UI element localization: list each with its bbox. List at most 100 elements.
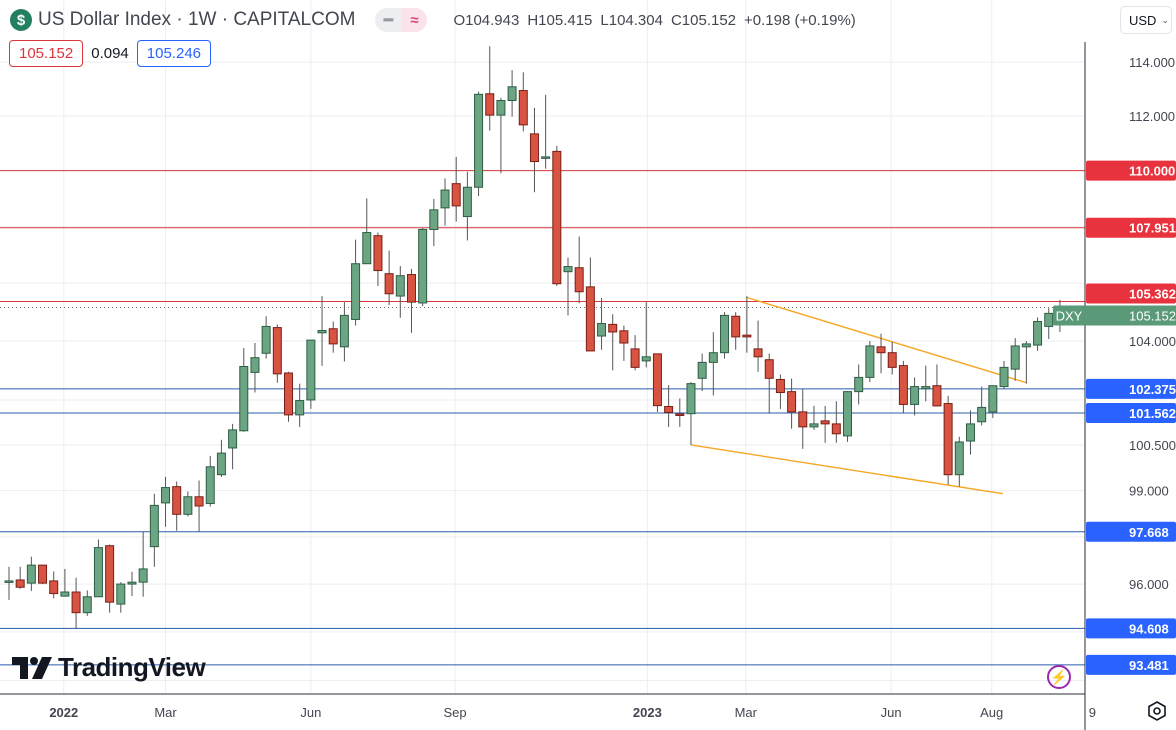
candle-up <box>429 209 439 230</box>
candle-up <box>82 596 92 614</box>
level-price-label: 105.362 <box>1129 286 1176 301</box>
price-tick-label: 96.000 <box>1129 577 1169 592</box>
currency-label: USD <box>1129 12 1157 28</box>
candle-down <box>753 348 763 358</box>
candle-down <box>619 330 629 344</box>
candle-up <box>93 547 103 598</box>
level-price-tag <box>1086 403 1176 424</box>
candle-down <box>272 327 282 375</box>
candle-up <box>418 228 428 304</box>
candle-down <box>518 90 528 126</box>
candle-up <box>507 86 517 102</box>
level-price-tag <box>1086 378 1176 399</box>
candle-up <box>239 365 249 432</box>
last-price-label: 105.152 <box>1129 308 1176 323</box>
hide-indicator-icon[interactable]: ━ <box>375 8 402 32</box>
level-price-tag <box>1086 618 1176 639</box>
trendline <box>746 296 1027 384</box>
candle-down <box>831 423 841 435</box>
candle-up <box>697 361 707 379</box>
candle-up <box>149 504 159 548</box>
level-price-tag <box>1086 217 1176 238</box>
open-value: O104.943 <box>453 11 520 29</box>
settings-icon[interactable] <box>1146 700 1168 722</box>
lightning-icon[interactable]: ⚡ <box>1047 665 1071 689</box>
candle-down <box>15 579 25 588</box>
candle-up <box>339 314 349 348</box>
level-price-tag <box>1086 521 1176 542</box>
candle-up <box>116 583 126 605</box>
candle-up <box>977 406 987 423</box>
candle-up <box>228 429 238 449</box>
candle-down <box>764 359 774 379</box>
candle-up <box>988 385 998 413</box>
candle-up <box>183 496 193 515</box>
time-tick-label: Jun <box>300 705 321 720</box>
low-value: L104.304 <box>600 11 663 29</box>
candle-down <box>384 273 394 295</box>
high-value: H105.415 <box>527 11 593 29</box>
candle-down <box>742 334 752 338</box>
buy-button[interactable]: 105.246 <box>136 40 212 67</box>
candle-up <box>809 423 819 428</box>
candle-down <box>798 411 808 428</box>
trendline <box>690 444 1004 495</box>
candle-down <box>608 323 618 333</box>
currency-button[interactable]: USD ⌄ <box>1120 6 1172 34</box>
time-tick-label: Aug <box>980 705 1003 720</box>
candle-up <box>127 581 137 585</box>
candle-up <box>306 339 316 401</box>
candle-up <box>496 100 506 116</box>
candle-down <box>731 315 741 338</box>
ticker-tag <box>1053 305 1085 326</box>
close-value: C105.152 <box>670 11 737 29</box>
spread-value: 0.094 <box>91 45 129 62</box>
candle-up <box>161 487 171 504</box>
legend-toggle-group: ━ ≈ <box>375 8 428 32</box>
candle-down <box>485 93 495 116</box>
tradingview-logo-icon <box>12 656 52 679</box>
candle-up <box>395 275 405 297</box>
candle-down <box>406 274 416 303</box>
tradingview-logo[interactable]: TradingView <box>12 652 206 683</box>
level-price-label: 107.951 <box>1129 221 1176 236</box>
candle-down <box>652 353 662 407</box>
level-price-label: 102.375 <box>1129 382 1176 397</box>
candle-up <box>216 452 226 476</box>
candle-down <box>932 385 942 407</box>
candle-up <box>910 386 920 405</box>
ohlc-values: O104.943 H105.415 L104.304 C105.152 +0.1… <box>453 12 855 29</box>
candle-up <box>1010 345 1020 370</box>
price-tick-label: 99.000 <box>1129 484 1169 499</box>
candle-down <box>630 348 640 368</box>
sell-button[interactable]: 105.152 <box>9 40 84 67</box>
candle-up <box>474 93 484 188</box>
time-tick-label: Mar <box>735 705 758 720</box>
candle-down <box>787 391 797 413</box>
candle-up <box>351 263 361 320</box>
candle-down <box>887 352 897 368</box>
candle-up <box>440 189 450 209</box>
candle-up <box>686 383 696 415</box>
trade-panel: 105.152 0.094 105.246 <box>9 40 212 67</box>
level-price-label: 101.562 <box>1129 406 1176 421</box>
level-price-tag <box>1086 654 1176 675</box>
price-tick-label: 112.000 <box>1129 109 1175 124</box>
candle-down <box>664 406 674 413</box>
candle-down <box>49 580 59 595</box>
candle-up <box>1033 320 1043 346</box>
chevron-down-icon: ⌄ <box>1161 14 1169 25</box>
price-axis <box>1085 0 1176 730</box>
approx-icon[interactable]: ≈ <box>401 8 428 32</box>
level-price-tag <box>1086 283 1176 304</box>
candle-down <box>943 403 953 476</box>
level-price-label: 97.668 <box>1129 525 1169 540</box>
level-price-label: 94.608 <box>1129 621 1169 636</box>
level-price-label: 93.481 <box>1129 658 1169 673</box>
change-value: +0.198 (+0.19%) <box>744 11 856 29</box>
candle-up <box>462 186 472 218</box>
time-tick-label: 2023 <box>633 705 662 720</box>
candle-up <box>1044 312 1054 327</box>
symbol-title[interactable]: US Dollar Index · 1W · CAPITALCOM <box>38 9 356 30</box>
